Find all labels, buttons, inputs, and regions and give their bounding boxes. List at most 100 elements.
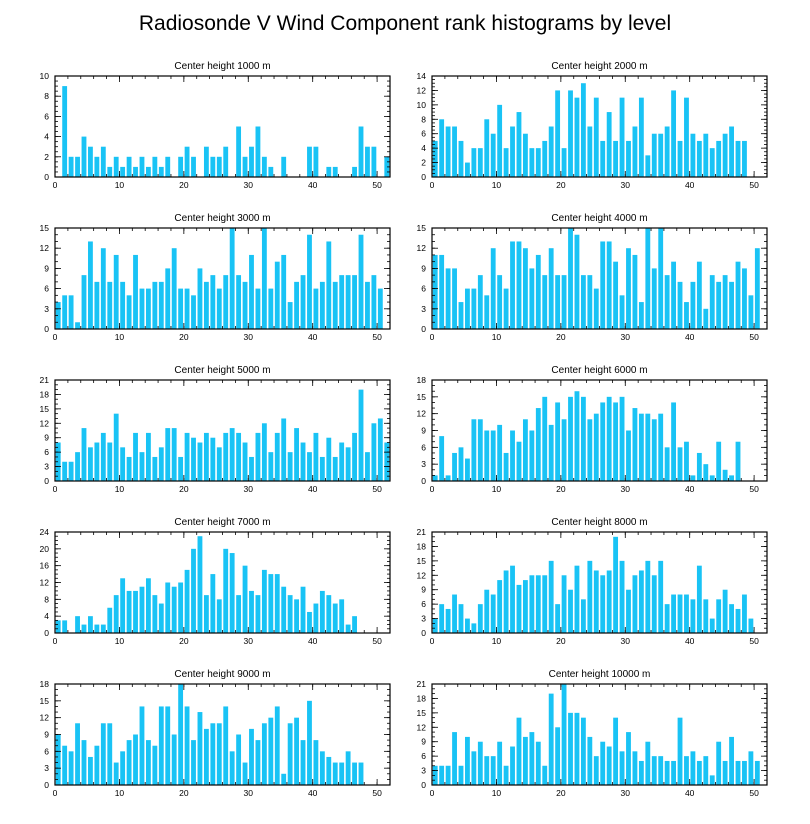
bar-rank-12 xyxy=(510,565,515,633)
bar-rank-15 xyxy=(529,148,535,177)
y-tick-label: 6 xyxy=(44,447,49,457)
bar-rank-4 xyxy=(458,140,464,177)
bar-rank-46 xyxy=(352,432,357,481)
bar-rank-3 xyxy=(75,156,80,177)
bar-rank-9 xyxy=(113,413,119,481)
bar-rank-42 xyxy=(703,756,709,785)
x-tick-label: 30 xyxy=(621,484,631,494)
bar-rank-20 xyxy=(561,684,567,785)
y-tick-label: 12 xyxy=(40,713,50,723)
bar-rank-19 xyxy=(178,582,184,633)
bar-rank-28 xyxy=(236,432,242,481)
bar-rank-6 xyxy=(94,442,100,481)
bar-rank-34 xyxy=(651,575,657,633)
y-tick-label: 0 xyxy=(421,476,426,486)
bar-rank-36 xyxy=(287,723,293,785)
y-tick-label: 0 xyxy=(421,628,426,638)
bar-rank-43 xyxy=(709,618,715,633)
y-tick-label: 6 xyxy=(421,599,426,609)
bar-rank-26 xyxy=(223,548,229,633)
y-tick-label: 21 xyxy=(40,375,50,385)
bar-rank-25 xyxy=(593,288,599,329)
bar-rank-27 xyxy=(606,396,612,481)
y-tick-label: 9 xyxy=(44,263,49,273)
y-tick-label: 8 xyxy=(44,91,49,101)
bar-rank-22 xyxy=(574,97,580,177)
x-tick-label: 10 xyxy=(492,636,502,646)
bar-rank-33 xyxy=(645,741,651,785)
bar-rank-11 xyxy=(126,590,132,633)
bar-rank-42 xyxy=(703,464,709,481)
bar-rank-47 xyxy=(358,234,364,329)
bar-rank-6 xyxy=(471,148,477,177)
x-tick-label: 50 xyxy=(372,180,382,190)
x-tick-label: 50 xyxy=(372,636,382,646)
bar-rank-46 xyxy=(729,736,734,785)
bar-rank-37 xyxy=(671,90,677,177)
bar-rank-43 xyxy=(709,275,715,329)
bar-rank-18 xyxy=(548,693,554,785)
bar-rank-6 xyxy=(471,751,477,785)
bar-rank-37 xyxy=(671,594,677,633)
y-tick-label: 3 xyxy=(44,304,49,314)
panel-title: Center height 5000 m xyxy=(174,365,270,376)
x-tick-label: 50 xyxy=(372,332,382,342)
panel-title: Center height 3000 m xyxy=(174,213,270,224)
bar-rank-47 xyxy=(735,608,741,633)
bar-rank-8 xyxy=(484,295,490,329)
x-tick-label: 0 xyxy=(53,180,58,190)
bar-rank-38 xyxy=(300,586,306,633)
bar-rank-34 xyxy=(274,261,280,329)
bar-rank-8 xyxy=(484,756,490,785)
bar-rank-47 xyxy=(358,762,364,785)
bar-rank-33 xyxy=(268,288,274,329)
bar-rank-24 xyxy=(587,560,593,633)
bar-rank-6 xyxy=(94,624,100,633)
bar-rank-0 xyxy=(55,620,61,633)
bar-rank-47 xyxy=(358,126,364,177)
panel-title: Center height 8000 m xyxy=(551,517,647,528)
y-tick-label: 15 xyxy=(417,556,427,566)
bar-rank-27 xyxy=(606,112,612,177)
y-tick-label: 12 xyxy=(417,722,427,732)
histogram-panel-6: Center height 6000 m 0 10 20 30 40 50 0 3 6 9 12 15 1… xyxy=(417,365,768,494)
y-tick-label: 20 xyxy=(40,544,50,554)
bar-rank-20 xyxy=(561,275,567,329)
bar-rank-1 xyxy=(439,254,445,329)
y-tick-label: 4 xyxy=(44,611,49,621)
y-tick-label: 9 xyxy=(421,737,426,747)
bar-rank-51 xyxy=(384,442,390,481)
y-tick-label: 0 xyxy=(44,172,49,182)
bar-rank-39 xyxy=(307,452,312,481)
bar-rank-21 xyxy=(191,156,196,177)
y-tick-label: 15 xyxy=(417,223,427,233)
bar-rank-14 xyxy=(522,133,528,177)
y-tick-label: 18 xyxy=(40,679,50,689)
bar-rank-33 xyxy=(268,452,274,481)
bar-rank-41 xyxy=(696,760,702,785)
bar-rank-13 xyxy=(516,584,522,633)
panel-grid: Center height 1000 m0 10 20 30 40 500246810Ce… xyxy=(40,61,768,798)
bar-rank-16 xyxy=(158,447,164,481)
bar-rank-2 xyxy=(68,751,74,785)
bar-rank-31 xyxy=(255,432,261,481)
bar-rank-14 xyxy=(522,580,528,633)
bar-rank-43 xyxy=(332,166,338,177)
y-tick-label: 0 xyxy=(421,172,426,182)
bar-rank-39 xyxy=(307,611,312,633)
bar-rank-18 xyxy=(548,126,554,177)
y-tick-label: 16 xyxy=(40,561,50,571)
bar-rank-5 xyxy=(88,241,93,329)
bar-rank-10 xyxy=(120,578,126,633)
bar-rank-28 xyxy=(236,275,242,329)
bar-rank-34 xyxy=(651,419,657,481)
bar-rank-41 xyxy=(696,261,702,329)
bar-rank-11 xyxy=(503,288,509,329)
bar-rank-48 xyxy=(365,281,370,329)
bar-rank-50 xyxy=(377,418,383,481)
bar-rank-17 xyxy=(542,140,548,177)
bar-rank-32 xyxy=(638,97,644,177)
bar-rank-26 xyxy=(223,706,229,785)
bar-rank-32 xyxy=(638,413,644,481)
bar-rank-50 xyxy=(754,248,760,329)
